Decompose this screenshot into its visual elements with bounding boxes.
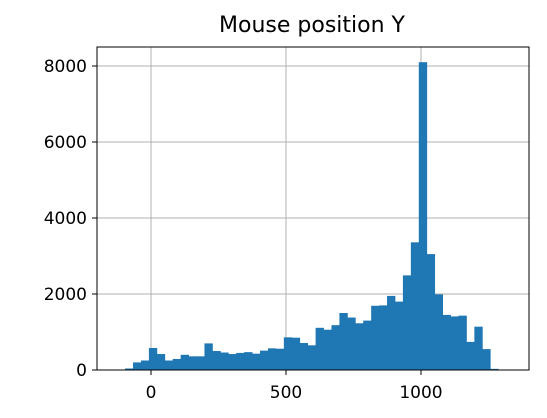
histogram-bars [125,62,499,370]
histogram-bar [490,368,499,370]
x-tick-label: 500 [270,383,302,403]
histogram-bar [387,295,396,370]
histogram-bar [323,329,332,370]
histogram-bar [220,352,229,370]
histogram-bar [474,326,483,370]
histogram-bar [434,294,443,370]
histogram-bar [204,343,213,370]
histogram-bar [140,360,150,370]
histogram-bar [236,352,245,370]
histogram-bar [212,351,221,370]
histogram-bar [228,354,237,370]
histogram-bar [363,320,372,370]
histogram-bar [275,348,285,370]
histogram-bar [347,317,356,370]
histogram-bar [244,352,253,370]
y-tick-label: 8000 [44,57,87,77]
histogram-bar [402,275,412,370]
histogram-bar [315,327,324,370]
histogram-bar [458,315,467,370]
histogram-bar [283,337,293,370]
y-tick-label: 0 [76,361,87,381]
histogram-bar [355,323,364,370]
histogram-bar [156,354,166,370]
histogram-bar [442,314,451,370]
histogram-bar [418,62,428,370]
histogram-bar [196,356,205,370]
histogram-bar [482,349,491,370]
histogram-bar [164,360,174,370]
histogram-bar [260,350,269,370]
histogram-bar [410,242,420,370]
x-tick-label: 0 [146,383,157,403]
histogram-bar [466,341,475,370]
plot-frame [96,46,530,371]
histogram-bar [331,325,340,370]
y-tick-label: 4000 [44,209,87,229]
histogram-bar [371,305,380,370]
chart-title: Mouse position Y [219,13,406,38]
x-tick-label: 1000 [399,383,442,403]
histogram-bar [379,305,388,370]
y-tick-label: 2000 [44,285,87,305]
histogram-bar [339,313,348,370]
histogram-bar [125,368,134,370]
histogram-bar [172,358,182,370]
histogram-bar [188,356,197,370]
histogram-bar [133,362,142,370]
histogram-bar [394,301,404,370]
histogram-bar [450,316,459,370]
histogram-bar [291,337,301,370]
histogram-bar [426,254,436,370]
histogram-bar [148,347,158,370]
histogram-bar [267,348,277,370]
y-tick-label: 6000 [44,133,87,153]
histogram-bar [252,353,261,370]
histogram-bar [180,354,189,370]
histogram-bar [299,343,309,370]
axes: 0 500 1000 0 2000 4000 6000 8000 [44,46,530,403]
histogram-bar [307,345,316,370]
